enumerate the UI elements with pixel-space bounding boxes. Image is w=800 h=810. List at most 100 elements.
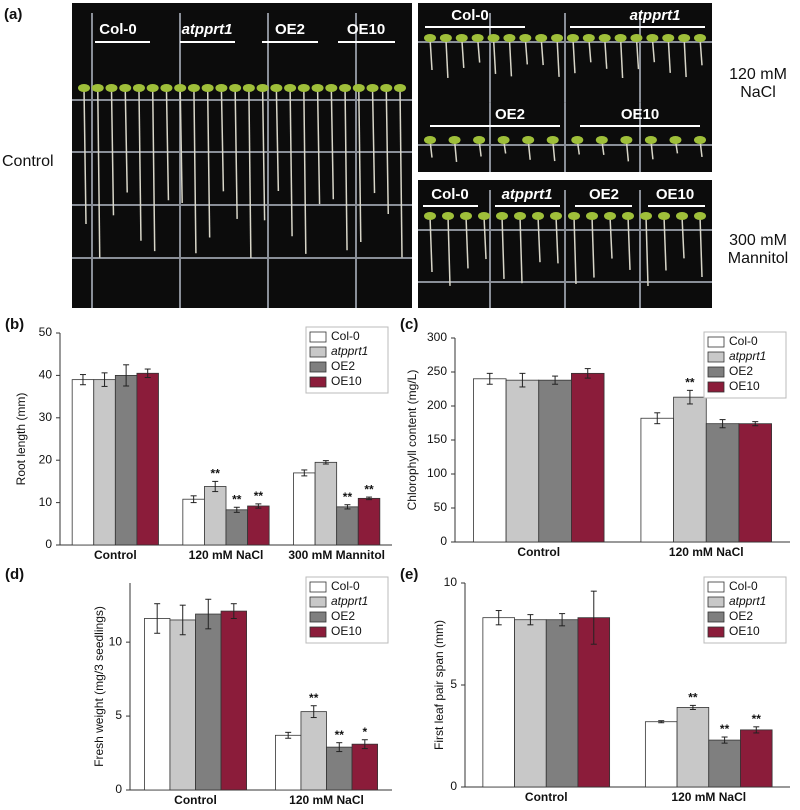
bar — [220, 610, 247, 791]
seedling-leaf — [78, 84, 90, 92]
seedling-leaf — [325, 84, 338, 92]
photo-label: atpprt1 — [502, 186, 553, 203]
seedling-leaf — [644, 136, 657, 144]
y-tick-label: 200 — [427, 398, 447, 412]
seedling-leaf — [242, 84, 255, 92]
legend-label: OE2 — [331, 359, 355, 373]
seedling-leaf — [160, 84, 173, 92]
seedling-root — [316, 87, 321, 205]
seedling-root — [492, 37, 497, 74]
x-tick-label: Control — [94, 548, 137, 562]
x-tick-label: 120 mM NaCl — [289, 793, 364, 807]
seedling-leaf — [646, 34, 659, 42]
y-tick-label: 250 — [427, 364, 447, 378]
bar — [336, 506, 359, 546]
y-tick-label: 300 — [427, 330, 447, 344]
seedling-root — [429, 215, 433, 273]
panel-label: (d) — [5, 566, 24, 583]
seedling-leaf — [678, 34, 691, 42]
seedling-root — [573, 215, 577, 285]
error-bar — [654, 412, 661, 425]
seedling-root — [681, 215, 685, 259]
panel-label: (c) — [400, 316, 418, 333]
legend-swatch — [707, 581, 725, 593]
seedling-leaf — [460, 212, 472, 220]
significance-label: ** — [335, 728, 345, 742]
seedling-root — [248, 87, 252, 259]
photo-label: OE2 — [589, 186, 619, 203]
significance-label: ** — [688, 691, 698, 705]
bar — [738, 423, 772, 543]
legend-swatch — [309, 361, 327, 373]
photo-label: OE10 — [347, 21, 385, 38]
photos — [72, 3, 712, 308]
legend-label: OE10 — [331, 624, 362, 638]
seedling-leaf — [229, 84, 242, 92]
seedling-leaf — [215, 84, 228, 92]
bar — [144, 618, 171, 791]
y-tick-label: 0 — [115, 782, 122, 796]
seedling-root — [193, 87, 197, 254]
seedling-leaf — [91, 84, 104, 92]
legend-label: atpprt1 — [331, 594, 368, 608]
legend-label: Col-0 — [729, 579, 758, 593]
bar — [357, 497, 381, 546]
seedling-root — [96, 87, 101, 258]
seedling-root — [519, 215, 523, 284]
photo-label: Col-0 — [431, 186, 469, 203]
photo-label: Col-0 — [451, 7, 489, 24]
seedling-root — [524, 37, 529, 65]
x-tick-label: Control — [525, 790, 568, 804]
seedling-root — [110, 87, 115, 216]
seedling-root — [465, 215, 469, 269]
error-bar — [752, 421, 759, 427]
error-bar — [658, 720, 665, 724]
seedling-leaf — [522, 136, 535, 144]
seedling-root — [476, 37, 481, 63]
y-tick-label: 0 — [450, 779, 457, 793]
legend-swatch — [707, 336, 725, 348]
seedling-root — [289, 87, 293, 237]
seedling-leaf — [630, 34, 643, 42]
significance-label: ** — [254, 489, 264, 503]
bar — [71, 379, 95, 546]
bar — [182, 498, 205, 546]
seedling-leaf — [662, 34, 675, 42]
seedling-leaf — [532, 212, 544, 220]
significance-label: ** — [364, 482, 374, 496]
seedling-leaf — [424, 34, 436, 42]
condition-label: 120 mM NaCl — [729, 66, 787, 101]
photo — [72, 3, 412, 308]
error-bar — [79, 374, 86, 386]
error-bar — [123, 364, 130, 387]
seedling-leaf — [478, 212, 490, 220]
photo-label: OE10 — [621, 106, 659, 123]
error-bar — [486, 372, 493, 385]
error-bar — [336, 742, 343, 753]
seedling-leaf — [339, 84, 352, 92]
seedling-root — [537, 215, 541, 263]
seedling-root — [556, 37, 560, 77]
bar — [514, 619, 547, 788]
seedling-leaf — [546, 136, 559, 144]
error-bar — [255, 503, 262, 509]
legend-swatch — [309, 611, 327, 623]
seedling-leaf — [297, 84, 310, 92]
seedling-root — [303, 87, 307, 254]
seedling-root — [138, 87, 142, 241]
error-bar — [361, 739, 368, 750]
legend-label: Col-0 — [729, 334, 758, 348]
bar — [169, 619, 196, 791]
bar — [577, 617, 611, 788]
legend-swatch — [309, 596, 327, 608]
seedling-root — [627, 215, 631, 270]
bar — [538, 379, 572, 543]
seedling-leaf — [514, 212, 526, 220]
seedling-root — [330, 87, 335, 200]
error-bar — [495, 610, 502, 626]
seedling-root — [699, 215, 703, 278]
seedling-leaf — [571, 136, 584, 144]
error-bar — [344, 504, 351, 510]
